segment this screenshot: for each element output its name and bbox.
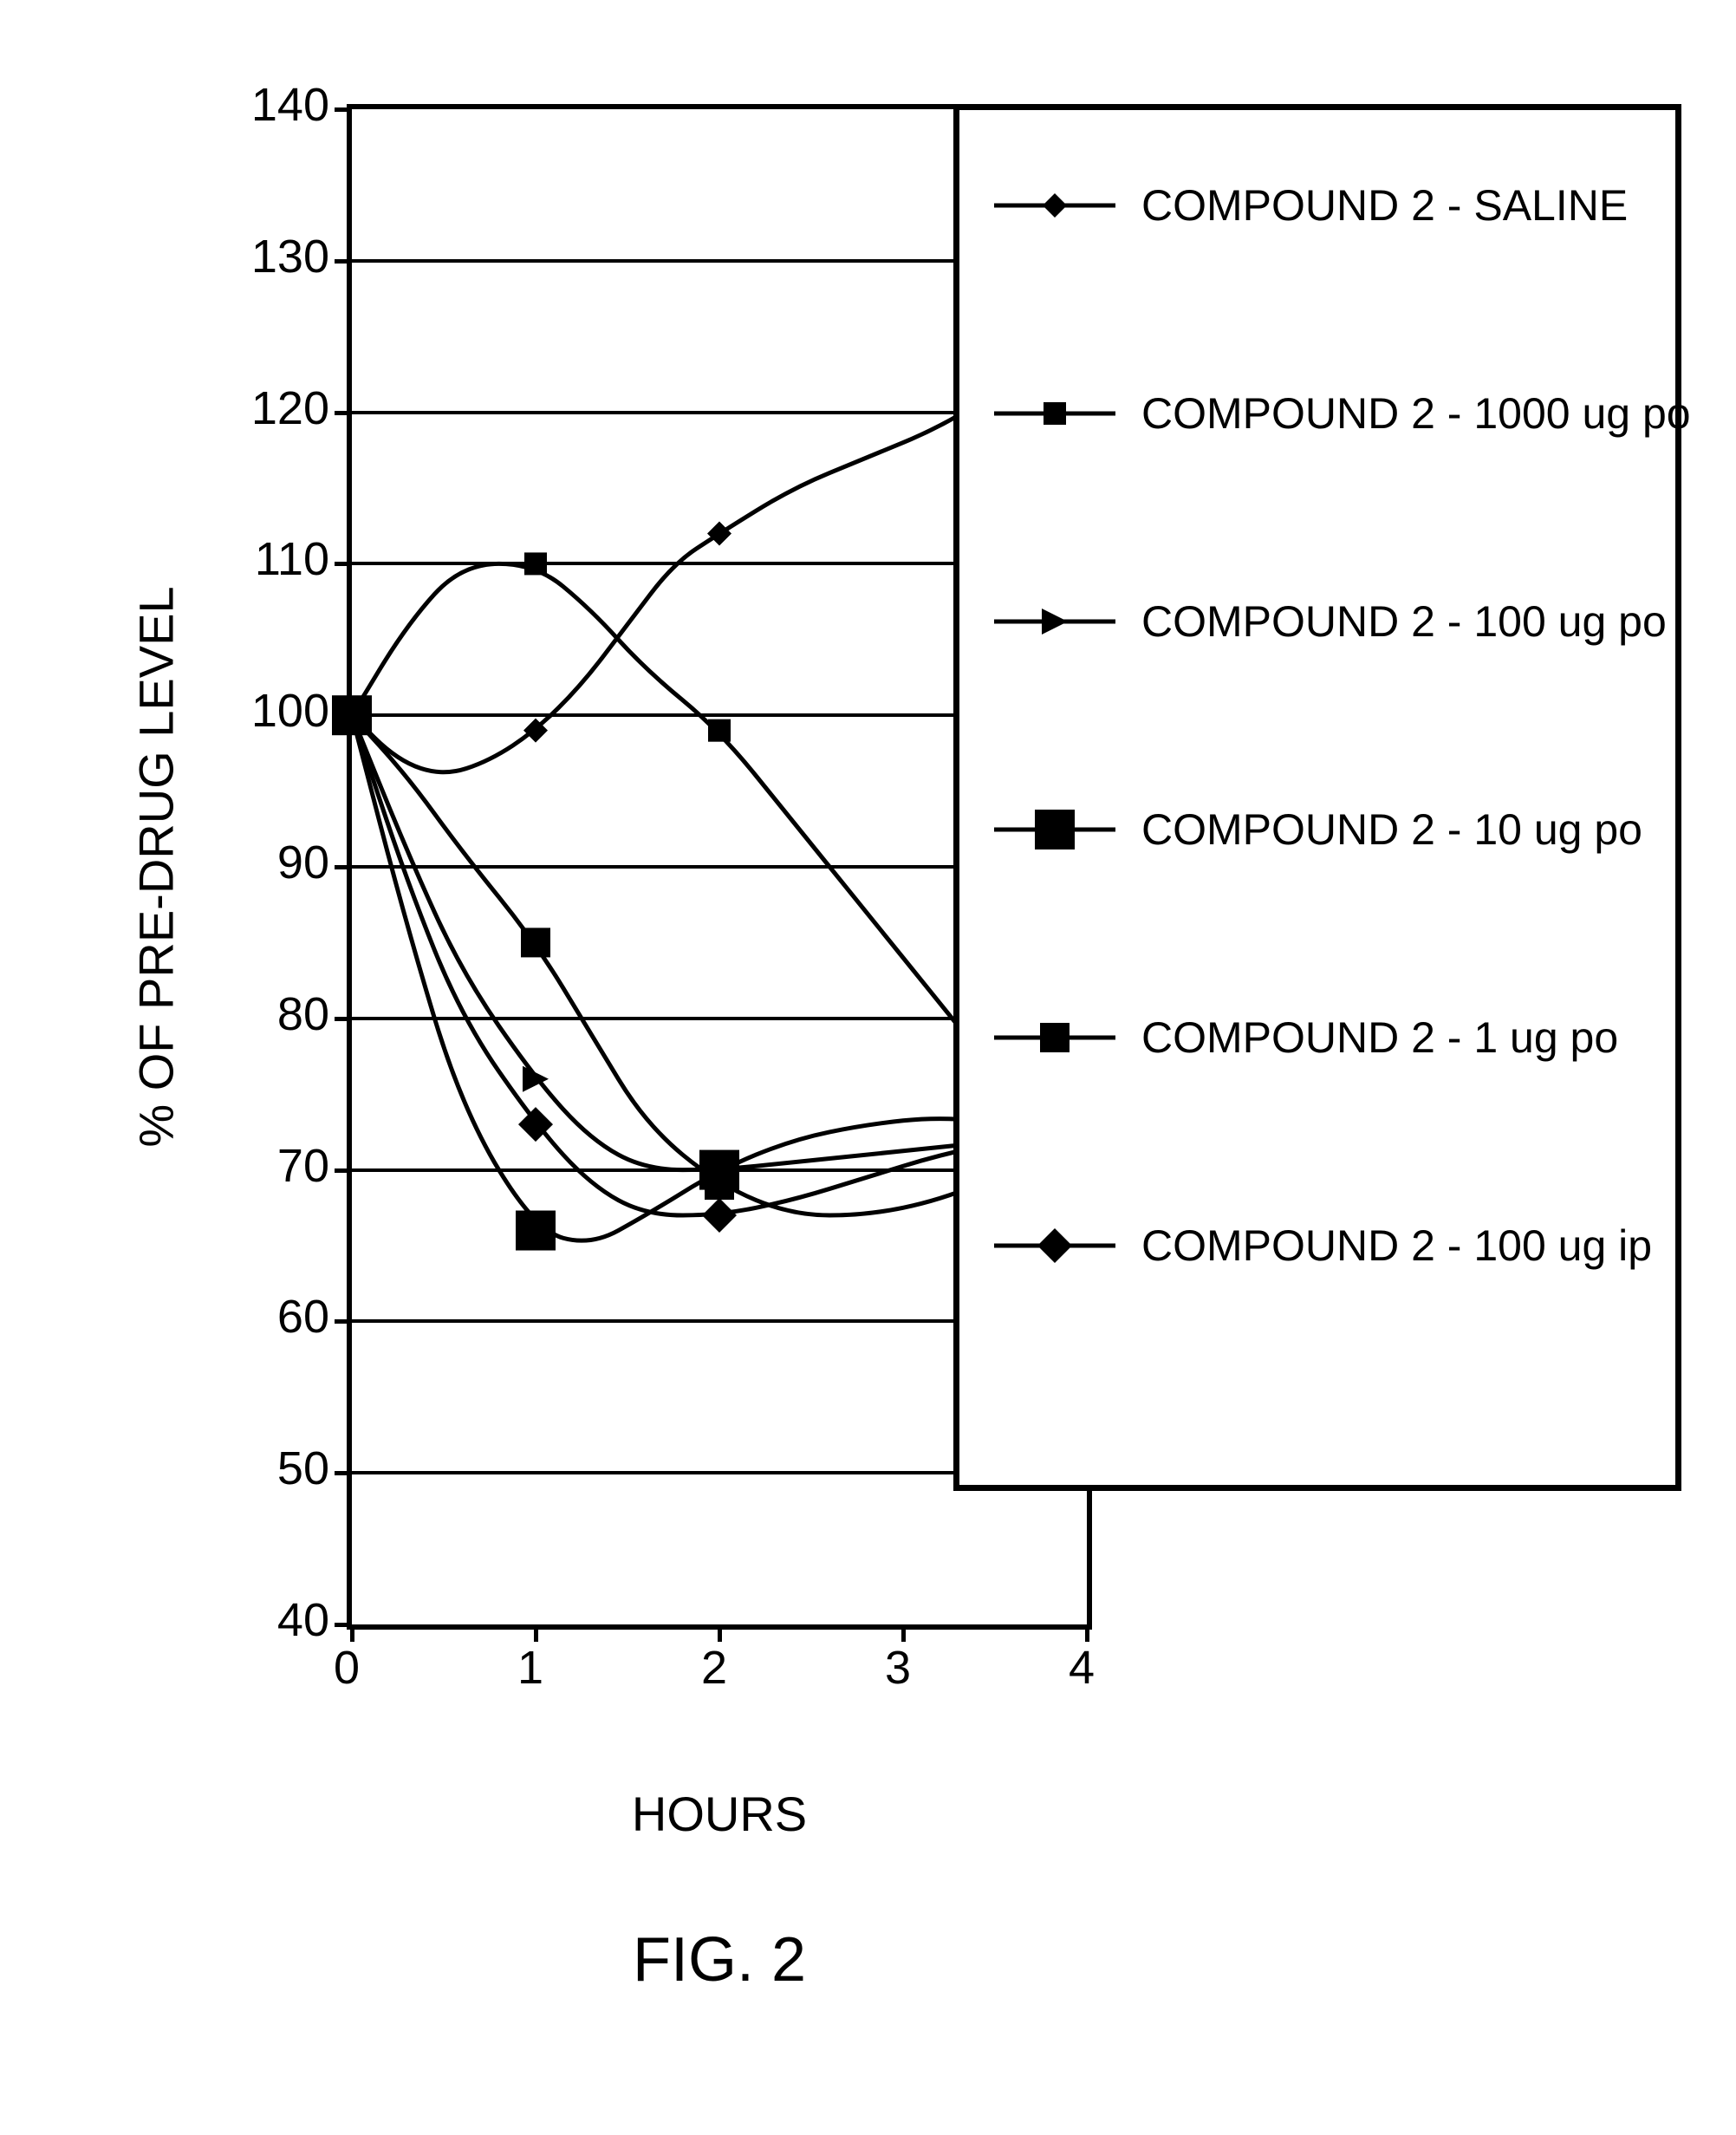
y-tick-label: 80 xyxy=(277,987,329,1041)
data-marker xyxy=(702,1198,737,1233)
y-tick-mark xyxy=(335,107,352,112)
y-axis-label: % OF PRE-DRUG LEVEL xyxy=(128,586,185,1147)
x-tick-label: 1 xyxy=(517,1641,543,1695)
x-tick-mark xyxy=(901,1624,906,1642)
x-tick-label: 2 xyxy=(701,1641,727,1695)
legend-row: COMPOUND 2 - 100 ug ip xyxy=(994,1211,1658,1280)
legend-swatch xyxy=(994,379,1115,448)
legend-row: COMPOUND 2 - 10 ug po xyxy=(994,795,1658,864)
legend-marker-icon xyxy=(994,171,1115,240)
legend-label: COMPOUND 2 - 100 ug po xyxy=(1141,596,1667,647)
y-tick-label: 100 xyxy=(251,684,329,738)
x-tick-mark xyxy=(718,1624,722,1642)
legend-marker-icon xyxy=(994,379,1115,448)
data-marker xyxy=(705,1170,734,1200)
legend-row: COMPOUND 2 - 1000 ug po xyxy=(994,379,1658,448)
data-marker xyxy=(1037,1228,1072,1263)
data-marker xyxy=(707,521,731,545)
x-tick-label: 0 xyxy=(334,1641,360,1695)
y-tick-mark xyxy=(335,1623,352,1627)
figure-container: % OF PRE-DRUG LEVEL HOURS FIG. 2 COMPOUN… xyxy=(35,35,1681,2072)
x-tick-mark xyxy=(1085,1624,1089,1642)
legend-row: COMPOUND 2 - 1 ug po xyxy=(994,1003,1658,1072)
y-tick-mark xyxy=(335,1168,352,1173)
data-marker xyxy=(1042,609,1068,635)
data-marker xyxy=(516,1211,556,1251)
legend-label: COMPOUND 2 - 1 ug po xyxy=(1141,1012,1618,1063)
y-tick-mark xyxy=(335,1471,352,1475)
data-marker xyxy=(1044,402,1066,425)
y-tick-label: 130 xyxy=(251,230,329,283)
data-marker xyxy=(1035,810,1075,849)
legend-row: COMPOUND 2 - 100 ug po xyxy=(994,587,1658,656)
legend-marker-icon xyxy=(994,795,1115,864)
legend-swatch xyxy=(994,1003,1115,1072)
y-tick-label: 140 xyxy=(251,78,329,132)
legend-label: COMPOUND 2 - 100 ug ip xyxy=(1141,1220,1652,1271)
legend-swatch xyxy=(994,1211,1115,1280)
y-tick-label: 90 xyxy=(277,836,329,889)
legend-label: COMPOUND 2 - SALINE xyxy=(1141,180,1628,231)
data-marker xyxy=(1040,1023,1070,1052)
figure-label: FIG. 2 xyxy=(633,1924,806,1995)
y-tick-mark xyxy=(335,259,352,264)
x-tick-mark xyxy=(350,1624,354,1642)
legend-marker-icon xyxy=(994,1211,1115,1280)
y-tick-label: 70 xyxy=(277,1139,329,1193)
x-tick-mark xyxy=(534,1624,538,1642)
data-marker xyxy=(1043,193,1067,218)
y-tick-mark xyxy=(335,865,352,869)
legend-label: COMPOUND 2 - 1000 ug po xyxy=(1141,388,1691,439)
data-marker xyxy=(708,719,731,742)
y-tick-mark xyxy=(335,411,352,415)
y-tick-label: 60 xyxy=(277,1290,329,1344)
y-tick-label: 40 xyxy=(277,1593,329,1647)
y-tick-label: 120 xyxy=(251,381,329,435)
x-tick-label: 3 xyxy=(885,1641,911,1695)
y-tick-mark xyxy=(335,1017,352,1021)
legend-swatch xyxy=(994,587,1115,656)
legend-swatch xyxy=(994,171,1115,240)
legend-swatch xyxy=(994,795,1115,864)
data-marker xyxy=(521,928,550,957)
y-tick-mark xyxy=(335,1319,352,1324)
y-tick-label: 110 xyxy=(255,532,329,586)
x-axis-label: HOURS xyxy=(632,1786,807,1842)
legend-box: COMPOUND 2 - SALINE COMPOUND 2 - 1000 ug … xyxy=(953,104,1681,1491)
legend-label: COMPOUND 2 - 10 ug po xyxy=(1141,804,1642,855)
legend-marker-icon xyxy=(994,587,1115,656)
legend-row: COMPOUND 2 - SALINE xyxy=(994,171,1658,240)
legend-marker-icon xyxy=(994,1003,1115,1072)
y-tick-mark xyxy=(335,713,352,718)
x-tick-label: 4 xyxy=(1069,1641,1095,1695)
y-tick-label: 50 xyxy=(277,1442,329,1495)
y-tick-mark xyxy=(335,562,352,566)
